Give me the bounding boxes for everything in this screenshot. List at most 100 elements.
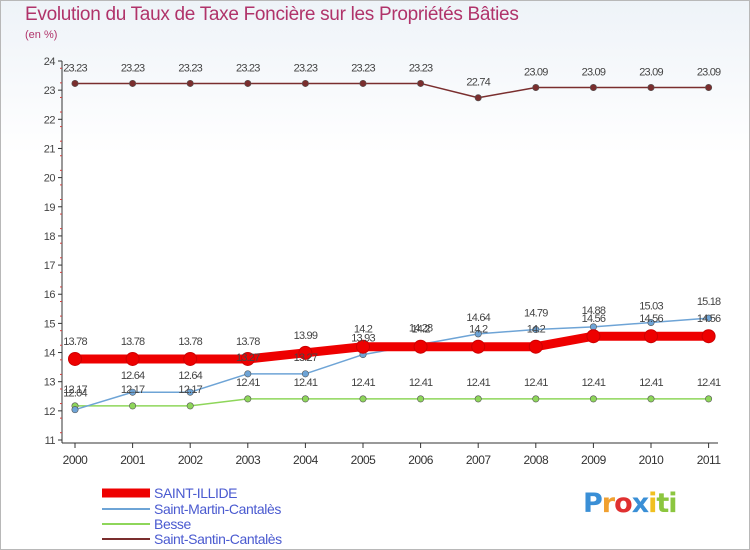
data-label: 12.41 xyxy=(524,377,548,389)
data-point xyxy=(647,395,655,403)
data-point xyxy=(471,339,486,354)
data-point xyxy=(417,79,425,87)
data-label: 12.41 xyxy=(294,377,318,389)
data-label: 12.64 xyxy=(178,370,202,382)
data-point xyxy=(183,351,198,366)
data-point xyxy=(186,388,194,396)
data-label: 23.09 xyxy=(639,67,663,79)
chart-subtitle: (en %) xyxy=(25,29,58,41)
x-tick-label: 2004 xyxy=(293,453,319,467)
y-tick-label: 21 xyxy=(44,143,56,155)
data-label: 23.23 xyxy=(121,62,145,74)
series-line xyxy=(75,82,709,99)
x-tick-label: 2009 xyxy=(581,453,607,467)
data-point xyxy=(647,319,655,327)
y-tick-label: 12 xyxy=(44,406,56,418)
data-point xyxy=(705,314,713,322)
data-point xyxy=(356,339,370,354)
x-tick-label: 2010 xyxy=(639,453,665,467)
data-label: 12.64 xyxy=(121,370,145,382)
legend-label: Saint-Santin-Cantalès xyxy=(154,531,282,547)
x-tick-label: 2003 xyxy=(235,453,261,467)
y-tick-label: 22 xyxy=(44,114,56,126)
x-tick-label: 2008 xyxy=(523,453,549,467)
data-label: 12.04 xyxy=(63,388,87,400)
y-tick-label: 14 xyxy=(44,348,56,360)
data-point xyxy=(240,351,255,366)
data-label: 14.2 xyxy=(527,324,546,336)
data-label: 12.41 xyxy=(639,377,663,389)
data-label: 15.03 xyxy=(639,301,663,313)
data-label: 14.56 xyxy=(582,313,606,325)
data-point xyxy=(129,79,137,87)
data-point xyxy=(417,395,425,403)
data-point xyxy=(532,326,540,334)
data-label: 12.17 xyxy=(178,384,202,396)
data-label: 13.99 xyxy=(294,330,318,342)
x-tick-label: 2011 xyxy=(697,453,722,467)
data-point xyxy=(244,370,252,378)
y-tick-label: 16 xyxy=(44,289,56,301)
data-label: 12.41 xyxy=(409,377,433,389)
x-tick-label: 2006 xyxy=(408,453,434,467)
logo-letter: ti xyxy=(656,488,677,519)
data-point xyxy=(68,351,82,366)
proxiti-logo: Proxiti xyxy=(583,488,678,519)
logo-letter: r xyxy=(601,488,615,519)
data-label: 13.93 xyxy=(351,333,375,345)
data-point xyxy=(301,370,309,378)
y-tick-label: 24 xyxy=(44,56,56,68)
x-tick-label: 2002 xyxy=(178,453,204,467)
data-label: 14.79 xyxy=(524,308,548,320)
data-label: 13.27 xyxy=(236,352,260,364)
y-tick-label: 15 xyxy=(44,318,56,330)
data-label: 14.88 xyxy=(582,305,606,317)
data-point xyxy=(129,402,137,410)
data-point xyxy=(528,339,543,354)
data-point xyxy=(474,94,482,102)
data-label: 14.2 xyxy=(469,324,488,336)
legend-label: Saint-Martin-Cantalès xyxy=(154,501,281,517)
data-label: 23.23 xyxy=(63,62,87,74)
y-tick-label: 18 xyxy=(44,231,56,243)
data-label: 12.41 xyxy=(582,377,606,389)
data-label: 12.17 xyxy=(121,384,145,396)
data-label: 23.23 xyxy=(294,62,318,74)
data-label: 23.09 xyxy=(582,67,606,79)
data-point xyxy=(186,79,194,87)
x-tick-label: 2001 xyxy=(120,453,146,467)
data-label: 23.23 xyxy=(409,62,433,74)
data-label: 14.56 xyxy=(697,313,721,325)
data-label: 15.18 xyxy=(697,296,721,308)
series-line xyxy=(75,398,709,407)
data-point xyxy=(589,84,597,92)
data-label: 14.56 xyxy=(639,313,663,325)
data-label: 13.78 xyxy=(178,336,202,348)
data-label: 14.2 xyxy=(411,324,430,336)
data-point xyxy=(359,395,367,403)
data-point xyxy=(129,388,137,396)
data-label: 23.09 xyxy=(697,67,721,79)
data-label: 12.41 xyxy=(466,377,490,389)
data-label: 13.78 xyxy=(236,336,260,348)
data-point xyxy=(244,395,252,403)
data-point xyxy=(301,395,309,403)
data-point xyxy=(298,345,313,360)
data-label: 13.78 xyxy=(63,336,87,348)
data-label: 12.41 xyxy=(236,377,260,389)
data-point xyxy=(186,402,194,410)
y-tick-label: 19 xyxy=(44,202,56,214)
data-label: 12.41 xyxy=(697,377,721,389)
y-tick-label: 13 xyxy=(44,377,56,389)
data-point xyxy=(701,329,716,344)
data-point xyxy=(705,395,713,403)
data-label: 23.23 xyxy=(236,62,260,74)
data-point xyxy=(586,329,601,344)
data-label: 14.2 xyxy=(354,324,373,336)
logo-letter: P xyxy=(583,488,603,519)
logo-letter: i xyxy=(648,488,657,519)
data-point xyxy=(532,84,540,92)
data-point xyxy=(644,329,658,344)
